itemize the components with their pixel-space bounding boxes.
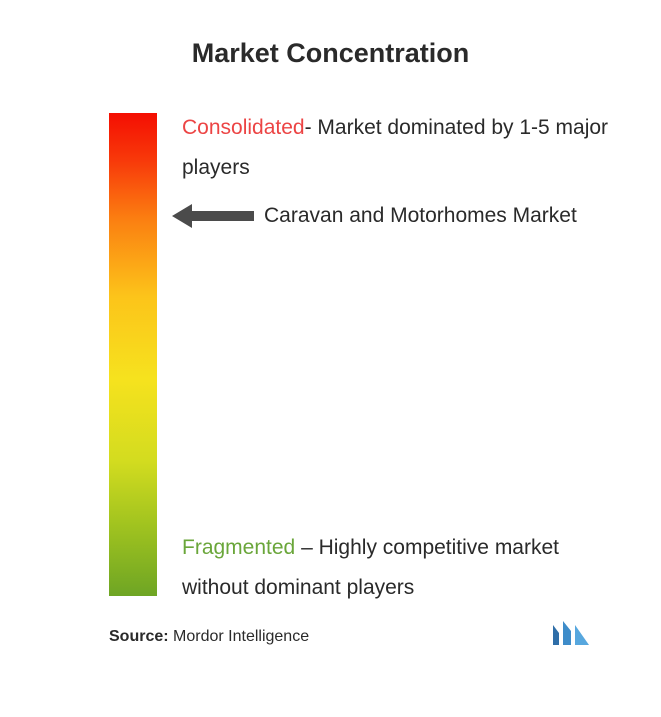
market-name: Caravan and Motorhomes Market: [264, 204, 577, 228]
mordor-logo-icon: [551, 619, 591, 647]
consolidated-label: Consolidated- Market dominated by 1-5 ma…: [182, 108, 622, 188]
market-position-indicator: Caravan and Motorhomes Market: [172, 204, 577, 228]
arrow-left-icon: [172, 204, 254, 228]
concentration-gradient-bar: [109, 113, 157, 596]
fragmented-highlight: Fragmented: [182, 536, 295, 559]
arrow-head: [172, 204, 254, 228]
chart-title: Market Concentration: [192, 38, 470, 69]
fragmented-label: Fragmented – Highly competitive market w…: [182, 528, 612, 608]
source-attribution: Source: Mordor Intelligence: [109, 628, 309, 646]
consolidated-highlight: Consolidated: [182, 116, 305, 139]
source-value: Mordor Intelligence: [173, 628, 309, 645]
source-label: Source:: [109, 628, 169, 645]
